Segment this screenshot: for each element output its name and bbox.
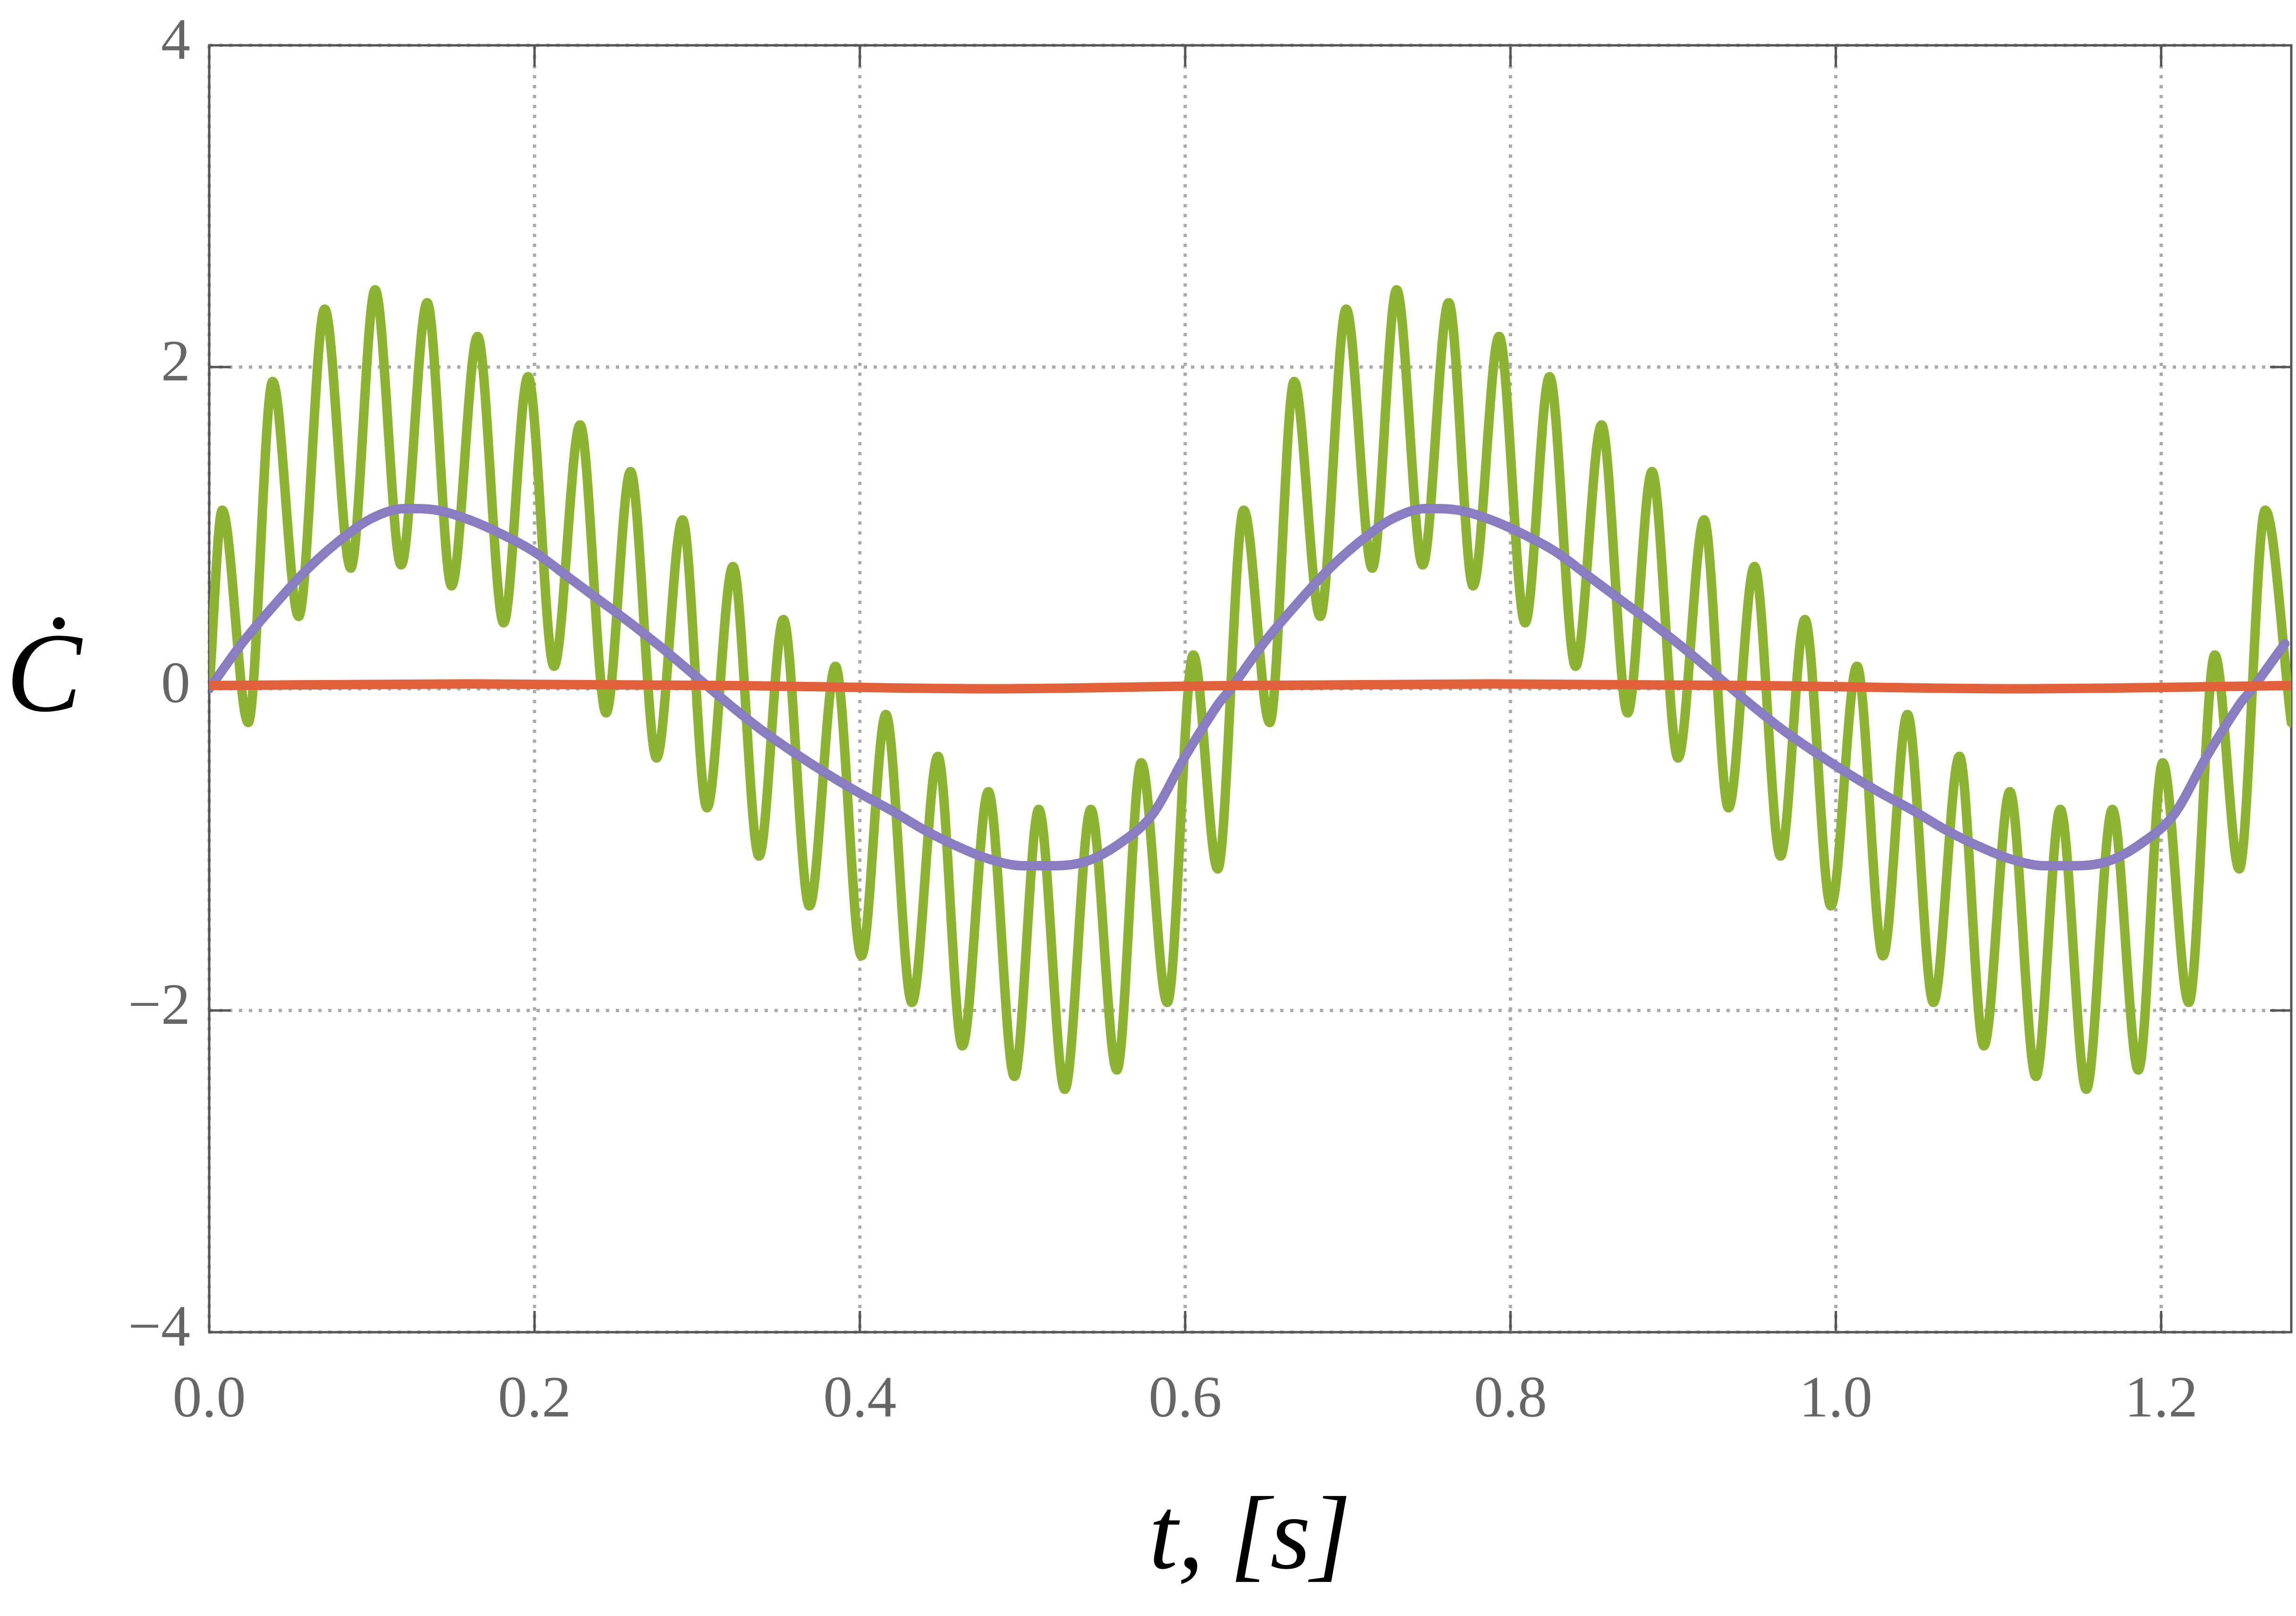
y-tick-label: −2	[128, 972, 190, 1037]
y-tick-label: 4	[161, 7, 190, 71]
x-tick-label: 0.2	[498, 1364, 571, 1429]
x-tick-label: 0.4	[823, 1364, 896, 1429]
y-axis-label: Ċ	[6, 610, 83, 735]
x-tick-label: 0.6	[1148, 1364, 1222, 1429]
x-tick-label: 0.0	[173, 1364, 246, 1429]
x-tick-label: 1.2	[2125, 1364, 2198, 1429]
x-axis-label: t, [s]	[1149, 1475, 1351, 1590]
y-tick-label: −4	[128, 1293, 190, 1358]
x-tick-label: 1.0	[1799, 1364, 1872, 1429]
line-series	[209, 503, 2290, 871]
line-series	[209, 679, 2291, 694]
y-tick-label: 2	[161, 329, 190, 393]
x-tick-label: 0.8	[1474, 1364, 1547, 1429]
plot-area	[209, 285, 2291, 1094]
y-tick-label: 0	[161, 650, 190, 715]
line-series	[209, 285, 2291, 1094]
